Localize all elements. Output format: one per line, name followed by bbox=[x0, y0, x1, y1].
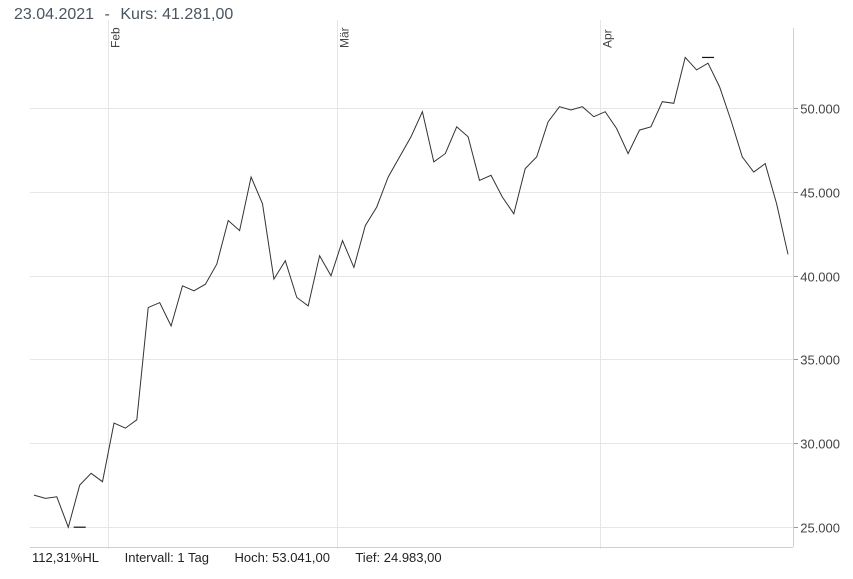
high-label: Hoch: 53.041,00 bbox=[234, 550, 330, 565]
price-series-line bbox=[33, 56, 789, 529]
low-label: Tief: 24.983,00 bbox=[355, 550, 442, 565]
y-tick-label: 50.000 bbox=[800, 102, 840, 117]
extreme-markers bbox=[73, 56, 715, 528]
month-label: Apr bbox=[601, 29, 615, 48]
y-tick-label: 25.000 bbox=[800, 521, 840, 536]
y-tick-label: 40.000 bbox=[800, 270, 840, 285]
interval-label: Intervall: 1 Tag bbox=[124, 550, 209, 565]
date-label: 23.04.2021 bbox=[14, 6, 95, 23]
chart-header: 23.04.2021 - Kurs: 41.281,00 bbox=[14, 6, 233, 24]
y-tick-label: 45.000 bbox=[800, 186, 840, 201]
price-label: Kurs: 41.281,00 bbox=[120, 6, 234, 23]
month-label: Mär bbox=[338, 27, 352, 48]
y-axis-ticks: 25.000 30.000 35.000 40.000 45.000 50.000 bbox=[793, 102, 840, 536]
y-tick-label: 30.000 bbox=[800, 437, 840, 452]
y-tick-label: 35.000 bbox=[800, 353, 840, 368]
header-separator: - bbox=[104, 6, 110, 23]
month-label: Feb bbox=[109, 27, 123, 48]
vertical-gridlines bbox=[108, 20, 601, 549]
chart-footer: 112,31%HL Intervall: 1 Tag Hoch: 53.041,… bbox=[32, 550, 464, 565]
performance-label: 112,31%HL bbox=[32, 550, 99, 565]
horizontal-gridlines bbox=[30, 108, 793, 528]
month-labels: Feb Mär Apr bbox=[109, 27, 615, 48]
